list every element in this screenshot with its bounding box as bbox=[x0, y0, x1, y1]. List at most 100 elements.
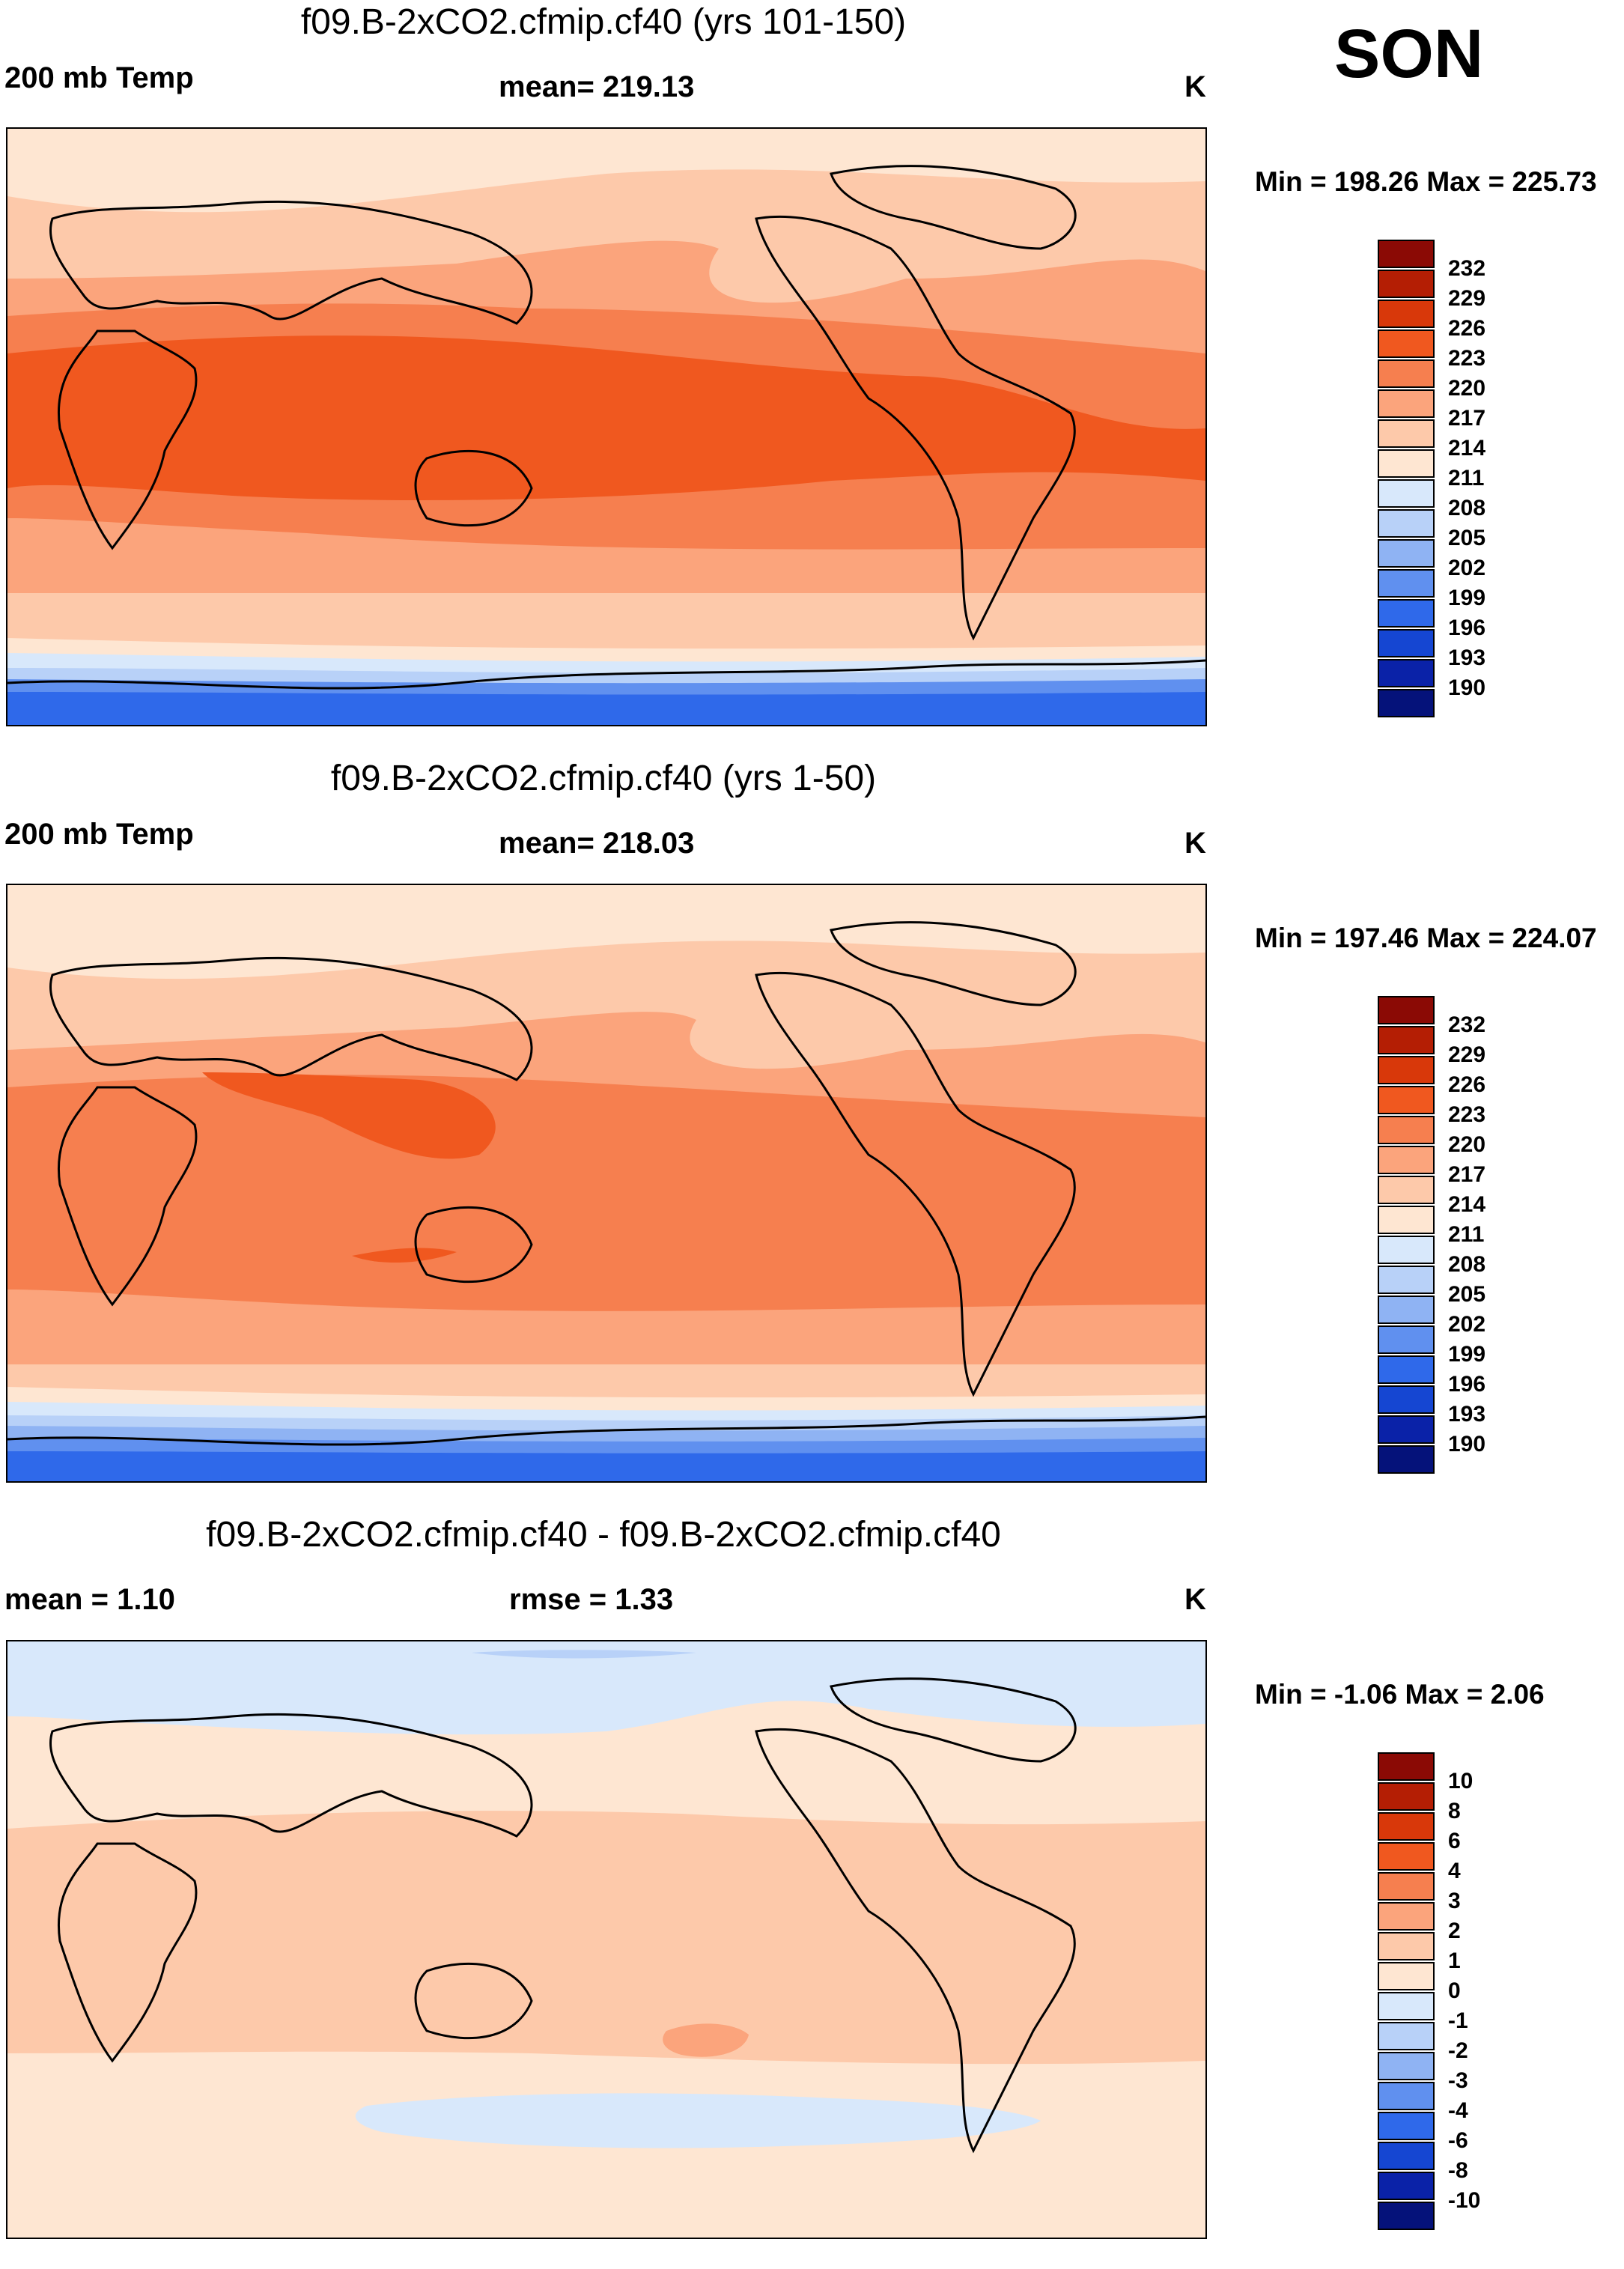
colorbar-swatch bbox=[1378, 240, 1435, 268]
colorbar-swatch bbox=[1378, 270, 1435, 298]
colorbar-tick-label: 232 bbox=[1448, 256, 1486, 281]
colorbar-swatch bbox=[1378, 1116, 1435, 1144]
colorbar-swatch bbox=[1378, 1296, 1435, 1324]
colorbar-swatch bbox=[1378, 1872, 1435, 1901]
colorbar-tick-label: 2 bbox=[1448, 1919, 1461, 1943]
colorbar-swatch bbox=[1378, 419, 1435, 448]
colorbar-tick-label: -10 bbox=[1448, 2188, 1481, 2213]
panel-1: f09.B-2xCO2.cfmip.cf40 (yrs 101-150) 200… bbox=[0, 0, 1624, 756]
colorbar-tick-label: -1 bbox=[1448, 2008, 1468, 2033]
colorbar-tick-label: -2 bbox=[1448, 2038, 1468, 2063]
panel-3-mean-label: mean = 1.10 bbox=[4, 1583, 175, 1616]
colorbar-swatch bbox=[1378, 1026, 1435, 1054]
colorbar-tick-label: 205 bbox=[1448, 526, 1486, 550]
colorbar-tick-label: 232 bbox=[1448, 1012, 1486, 1037]
colorbar-swatch bbox=[1378, 1236, 1435, 1264]
colorbar-swatch bbox=[1378, 629, 1435, 657]
colorbar-swatch bbox=[1378, 599, 1435, 628]
colorbar-swatch bbox=[1378, 996, 1435, 1024]
colorbar-swatch bbox=[1378, 1782, 1435, 1811]
panel-2-mean-label: mean= 218.03 bbox=[499, 827, 695, 860]
colorbar-swatch bbox=[1378, 1812, 1435, 1841]
panel-2-unit-label: K bbox=[1184, 827, 1206, 860]
colorbar-swatch bbox=[1378, 1445, 1435, 1474]
panel-3: f09.B-2xCO2.cfmip.cf40 - f09.B-2xCO2.cfm… bbox=[0, 1513, 1624, 2269]
colorbar-tick-label: 1 bbox=[1448, 1948, 1461, 1973]
colorbar-tick-label: 10 bbox=[1448, 1769, 1474, 1793]
colorbar-swatch bbox=[1378, 569, 1435, 598]
colorbar-swatch bbox=[1378, 1266, 1435, 1294]
colorbar-tick-label: 202 bbox=[1448, 556, 1486, 580]
colorbar-tick-label: 190 bbox=[1448, 675, 1486, 700]
colorbar-swatch bbox=[1378, 1176, 1435, 1204]
panel-3-unit-label: K bbox=[1184, 1583, 1206, 1616]
colorbar-tick-label: -8 bbox=[1448, 2158, 1468, 2183]
colorbar-tick-label: -6 bbox=[1448, 2128, 1468, 2153]
colorbar-swatch bbox=[1378, 300, 1435, 328]
colorbar-tick-label: 211 bbox=[1448, 1222, 1485, 1247]
colorbar-swatch bbox=[1378, 689, 1435, 717]
colorbar-tick-label: 208 bbox=[1448, 1252, 1486, 1277]
colorbar-swatch bbox=[1378, 1086, 1435, 1114]
colorbar-swatch bbox=[1378, 1355, 1435, 1384]
colorbar-swatch bbox=[1378, 1902, 1435, 1931]
colorbar-tick-label: 193 bbox=[1448, 1402, 1486, 1427]
colorbar-swatch bbox=[1378, 389, 1435, 418]
colorbar-swatch bbox=[1378, 1752, 1435, 1781]
colorbar-tick-label: 220 bbox=[1448, 376, 1486, 401]
panel-3-map bbox=[6, 1640, 1207, 2239]
colorbar-tick-label: 196 bbox=[1448, 616, 1486, 640]
panel-2: f09.B-2xCO2.cfmip.cf40 (yrs 1-50) 200 mb… bbox=[0, 756, 1624, 1513]
colorbar-tick-label: 214 bbox=[1448, 436, 1486, 461]
colorbar-tick-label: 208 bbox=[1448, 496, 1486, 520]
colorbar-tick-label: 190 bbox=[1448, 1432, 1486, 1457]
colorbar-tick-label: 223 bbox=[1448, 346, 1486, 371]
colorbar-tick-label: 211 bbox=[1448, 466, 1485, 490]
colorbar-tick-label: 205 bbox=[1448, 1282, 1486, 1307]
colorbar-swatch bbox=[1378, 329, 1435, 358]
colorbar-swatch bbox=[1378, 479, 1435, 508]
colorbar-swatch bbox=[1378, 1146, 1435, 1174]
colorbar-tick-label: 226 bbox=[1448, 316, 1486, 341]
colorbar-swatch bbox=[1378, 1325, 1435, 1354]
colorbar-tick-label: 214 bbox=[1448, 1192, 1486, 1217]
colorbar-tick-label: 196 bbox=[1448, 1372, 1486, 1397]
panel-3-title: f09.B-2xCO2.cfmip.cf40 - f09.B-2xCO2.cfm… bbox=[206, 1515, 1001, 1555]
panel-3-minmax: Min = -1.06 Max = 2.06 bbox=[1255, 1679, 1545, 1710]
colorbar-swatch bbox=[1378, 1056, 1435, 1084]
panel-1-title: f09.B-2xCO2.cfmip.cf40 (yrs 101-150) bbox=[300, 2, 907, 42]
panel-1-variable-label: 200 mb Temp bbox=[4, 61, 194, 94]
colorbar-swatch bbox=[1378, 1385, 1435, 1414]
colorbar-tick-label: -4 bbox=[1448, 2098, 1468, 2123]
colorbar-swatch bbox=[1378, 1992, 1435, 2020]
panel-2-minmax: Min = 197.46 Max = 224.07 bbox=[1255, 923, 1597, 953]
colorbar-tick-label: 229 bbox=[1448, 286, 1486, 311]
colorbar-tick-label: 229 bbox=[1448, 1042, 1486, 1067]
panel-2-title: f09.B-2xCO2.cfmip.cf40 (yrs 1-50) bbox=[330, 759, 877, 798]
colorbar-swatch bbox=[1378, 1932, 1435, 1960]
colorbar-swatch bbox=[1378, 1962, 1435, 1990]
colorbar-swatch bbox=[1378, 2202, 1435, 2230]
colorbar-swatch bbox=[1378, 2082, 1435, 2110]
colorbar-swatch bbox=[1378, 509, 1435, 538]
colorbar-swatch bbox=[1378, 2142, 1435, 2170]
panel-1-map bbox=[6, 127, 1207, 726]
colorbar-swatch bbox=[1378, 659, 1435, 687]
panel-1-minmax: Min = 198.26 Max = 225.73 bbox=[1255, 166, 1597, 197]
colorbar-swatch bbox=[1378, 1206, 1435, 1234]
colorbar-tick-label: -3 bbox=[1448, 2068, 1468, 2093]
colorbar-swatch bbox=[1378, 449, 1435, 478]
colorbar-tick-label: 199 bbox=[1448, 586, 1486, 610]
panel-2-variable-label: 200 mb Temp bbox=[4, 818, 194, 851]
colorbar-swatch bbox=[1378, 539, 1435, 568]
colorbar-tick-label: 202 bbox=[1448, 1312, 1486, 1337]
colorbar-swatch bbox=[1378, 1415, 1435, 1444]
colorbar-swatch bbox=[1378, 1842, 1435, 1871]
colorbar-tick-label: 199 bbox=[1448, 1342, 1486, 1367]
colorbar-tick-label: 220 bbox=[1448, 1132, 1486, 1157]
panel-3-rmse-label: rmse = 1.33 bbox=[509, 1583, 674, 1616]
colorbar-swatch bbox=[1378, 2052, 1435, 2080]
panel-1-mean-label: mean= 219.13 bbox=[499, 70, 695, 103]
colorbar-tick-label: 0 bbox=[1448, 1978, 1461, 2003]
colorbar-tick-label: 226 bbox=[1448, 1072, 1486, 1097]
